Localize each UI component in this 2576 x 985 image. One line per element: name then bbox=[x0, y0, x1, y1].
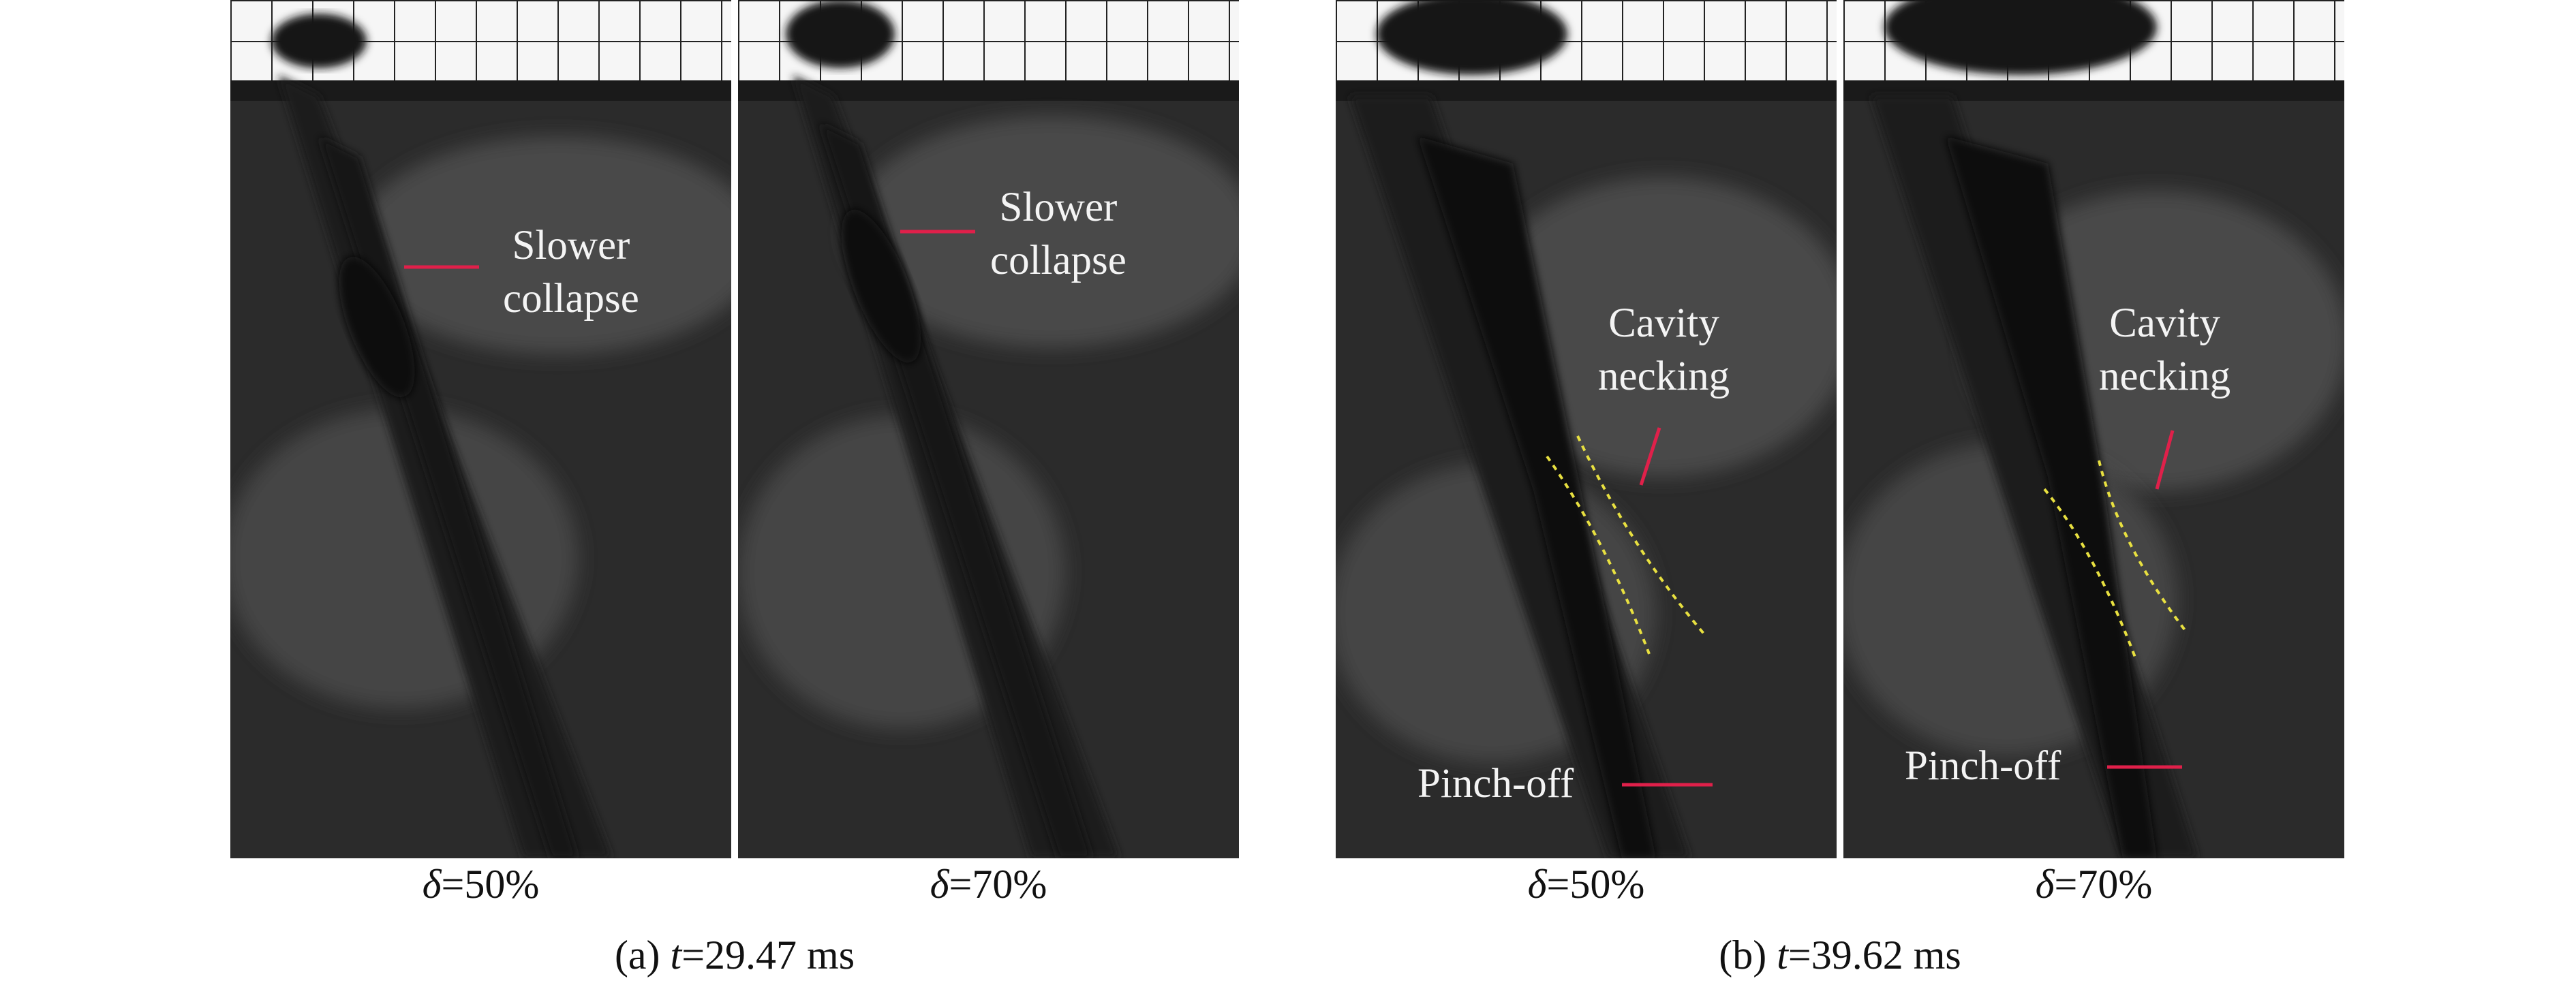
annotation-slower-collapse: Slower collapse bbox=[503, 223, 639, 322]
cavity-photo-a-70 bbox=[738, 0, 1239, 858]
caption-b-50: δ=50% bbox=[1527, 862, 1645, 907]
annotation-pinch-off: Pinch-off bbox=[1417, 761, 1574, 807]
group-caption-b: (b) t=39.62 ms bbox=[1719, 933, 1961, 978]
guide-curve bbox=[2043, 488, 2138, 661]
cavity-photo-a-50 bbox=[230, 0, 731, 858]
group-caption-a: (a) t=29.47 ms bbox=[614, 933, 855, 978]
guide-curve bbox=[2098, 460, 2189, 635]
annotation-pinch-off: Pinch-off bbox=[1905, 743, 2061, 789]
annotation-cavity-necking: Cavity necking bbox=[1598, 300, 1730, 399]
caption-a-70: δ=70% bbox=[930, 862, 1047, 907]
photo-panel-b-50: Cavity necking Pinch-off bbox=[1336, 0, 1837, 858]
annotation-slower-collapse: Slower collapse bbox=[990, 185, 1126, 283]
caption-b-70: δ=70% bbox=[2035, 862, 2153, 907]
marker-line bbox=[2155, 430, 2175, 490]
cavity-photo-b-70 bbox=[1843, 0, 2344, 858]
caption-a-50: δ=50% bbox=[422, 862, 540, 907]
guide-curve bbox=[1546, 455, 1651, 655]
photo-panel-a-50: Slower collapse bbox=[230, 0, 731, 858]
cavity-photo-b-50 bbox=[1336, 0, 1837, 858]
photo-panel-b-70: Cavity necking Pinch-off bbox=[1843, 0, 2344, 858]
photo-panel-a-70: Slower collapse bbox=[738, 0, 1239, 858]
annotation-cavity-necking: Cavity necking bbox=[2099, 300, 2231, 399]
marker-line bbox=[1639, 427, 1661, 486]
